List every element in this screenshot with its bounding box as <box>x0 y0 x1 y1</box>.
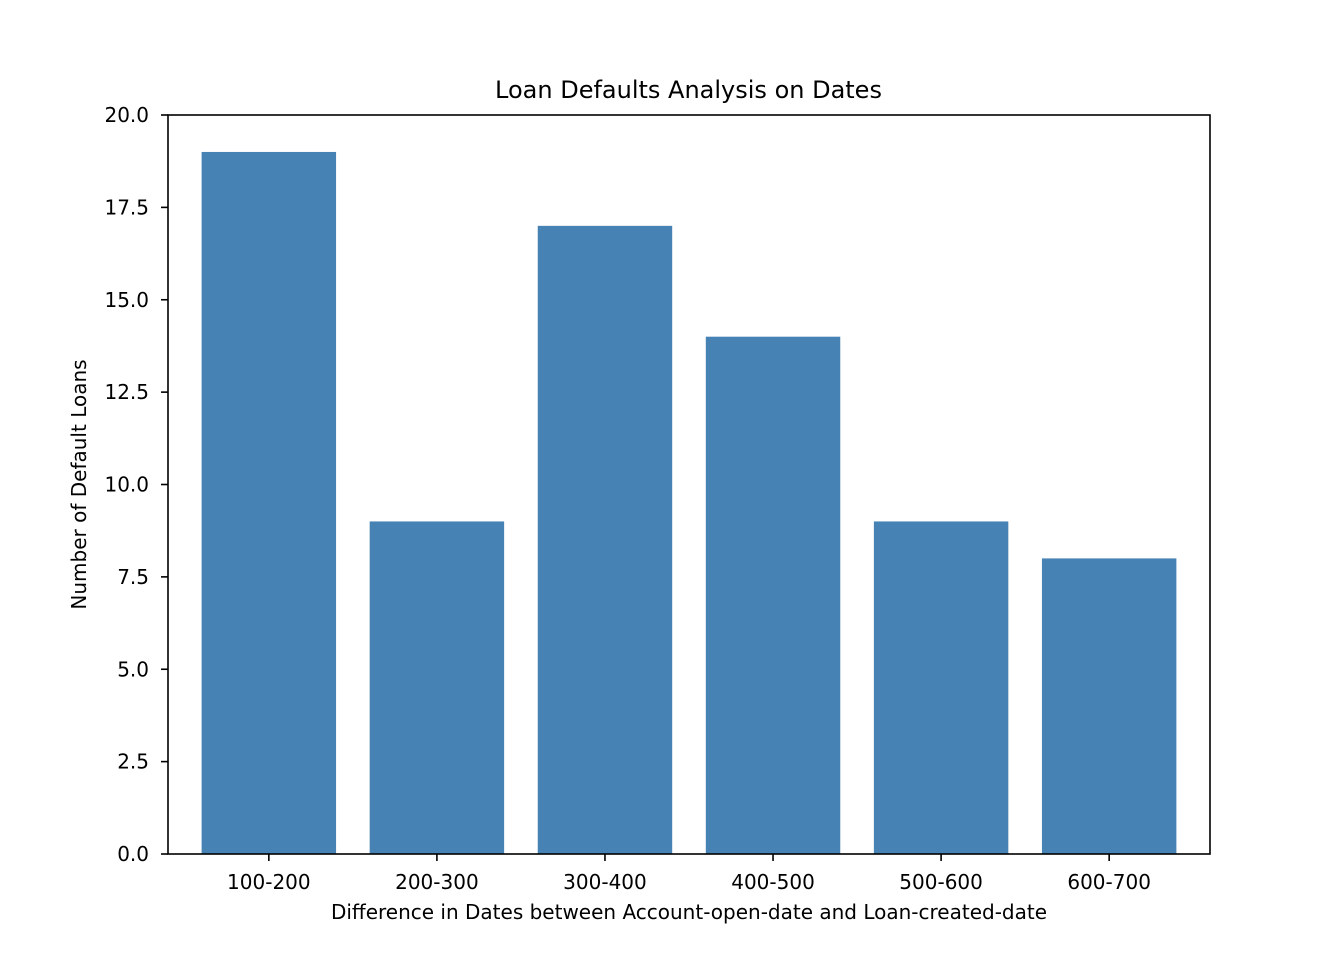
y-tick-label: 10.0 <box>104 473 149 497</box>
x-tick-label: 200-300 <box>395 870 479 894</box>
bar-400-500 <box>705 336 841 854</box>
x-tick-label: 600-700 <box>1067 870 1151 894</box>
y-tick-label: 0.0 <box>117 842 149 866</box>
x-tick-label: 300-400 <box>563 870 647 894</box>
y-tick-label: 12.5 <box>104 380 149 404</box>
bar-300-400 <box>537 225 673 855</box>
y-axis: 0.0 2.5 5.0 7.5 10.0 12.5 15.0 17.5 20.0 <box>104 103 168 866</box>
x-tick-label: 500-600 <box>899 870 983 894</box>
plot-frame <box>167 114 1211 855</box>
bar-500-600 <box>873 521 1009 854</box>
x-tick-label: 100-200 <box>227 870 311 894</box>
bar-600-700 <box>1041 558 1177 854</box>
x-tick-label: 400-500 <box>731 870 815 894</box>
x-axis-label: Difference in Dates between Account-open… <box>331 900 1047 924</box>
y-tick-label: 7.5 <box>117 565 149 589</box>
y-tick-label: 5.0 <box>117 657 149 681</box>
y-axis-label: Number of Default Loans <box>67 359 91 609</box>
chart-title: Loan Defaults Analysis on Dates <box>495 76 882 104</box>
bar-100-200 <box>201 151 337 854</box>
bars-group <box>201 151 1177 855</box>
y-tick-label: 17.5 <box>104 195 149 219</box>
y-tick-label: 2.5 <box>117 750 149 774</box>
x-axis: 100-200 200-300 300-400 400-500 500-600 600-7… <box>227 854 1151 894</box>
y-tick-label: 20.0 <box>104 103 149 127</box>
bar-200-300 <box>369 521 505 854</box>
y-tick-label: 15.0 <box>104 288 149 312</box>
